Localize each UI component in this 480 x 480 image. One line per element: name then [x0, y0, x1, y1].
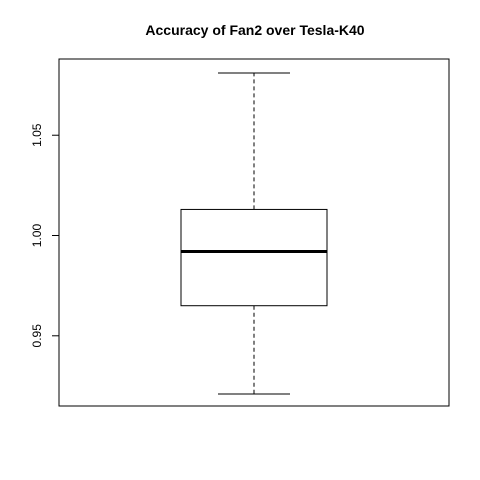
y-tick-label-2: 1.05 — [30, 123, 44, 147]
iqr-box — [180, 208, 328, 307]
y-axis: 0.95 1.00 1.05 — [30, 123, 60, 348]
chart-title: Accuracy of Fan2 over Tesla-K40 — [145, 22, 364, 38]
y-tick-label-0: 0.95 — [30, 324, 44, 348]
y-tick-label-1: 1.00 — [30, 224, 44, 248]
box-group — [180, 72, 328, 395]
